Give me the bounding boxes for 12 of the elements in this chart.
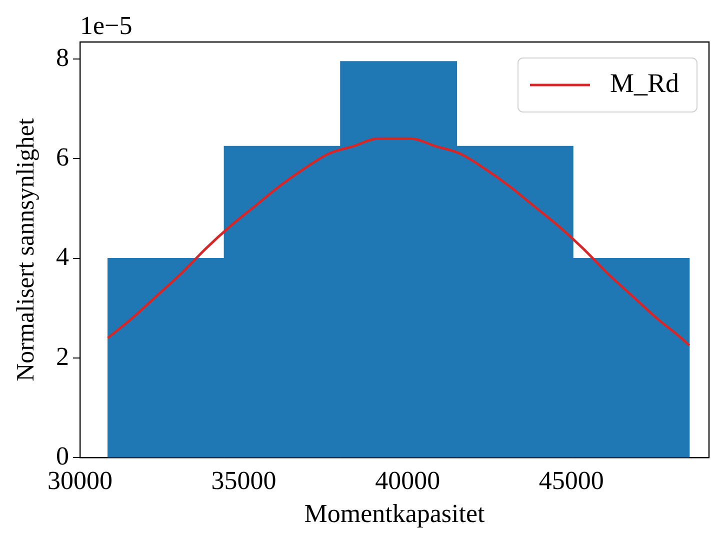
legend-label: M_Rd xyxy=(610,68,680,98)
line-series xyxy=(106,137,691,347)
y-tick-label: 8 xyxy=(56,42,69,72)
y-tick-label: 6 xyxy=(56,142,69,172)
y-tick-label: 4 xyxy=(56,242,69,272)
y-axis-title: Normalisert sannsynlighet xyxy=(12,118,40,382)
x-axis-title: Momentkapasitet xyxy=(304,499,486,528)
y-tick-label: 2 xyxy=(56,342,69,371)
text: 1e−5 xyxy=(80,10,132,40)
x-tick-label: 35000 xyxy=(211,466,276,496)
x-tick-label: 45000 xyxy=(538,466,604,496)
x-tick-label: 40000 xyxy=(375,466,440,496)
